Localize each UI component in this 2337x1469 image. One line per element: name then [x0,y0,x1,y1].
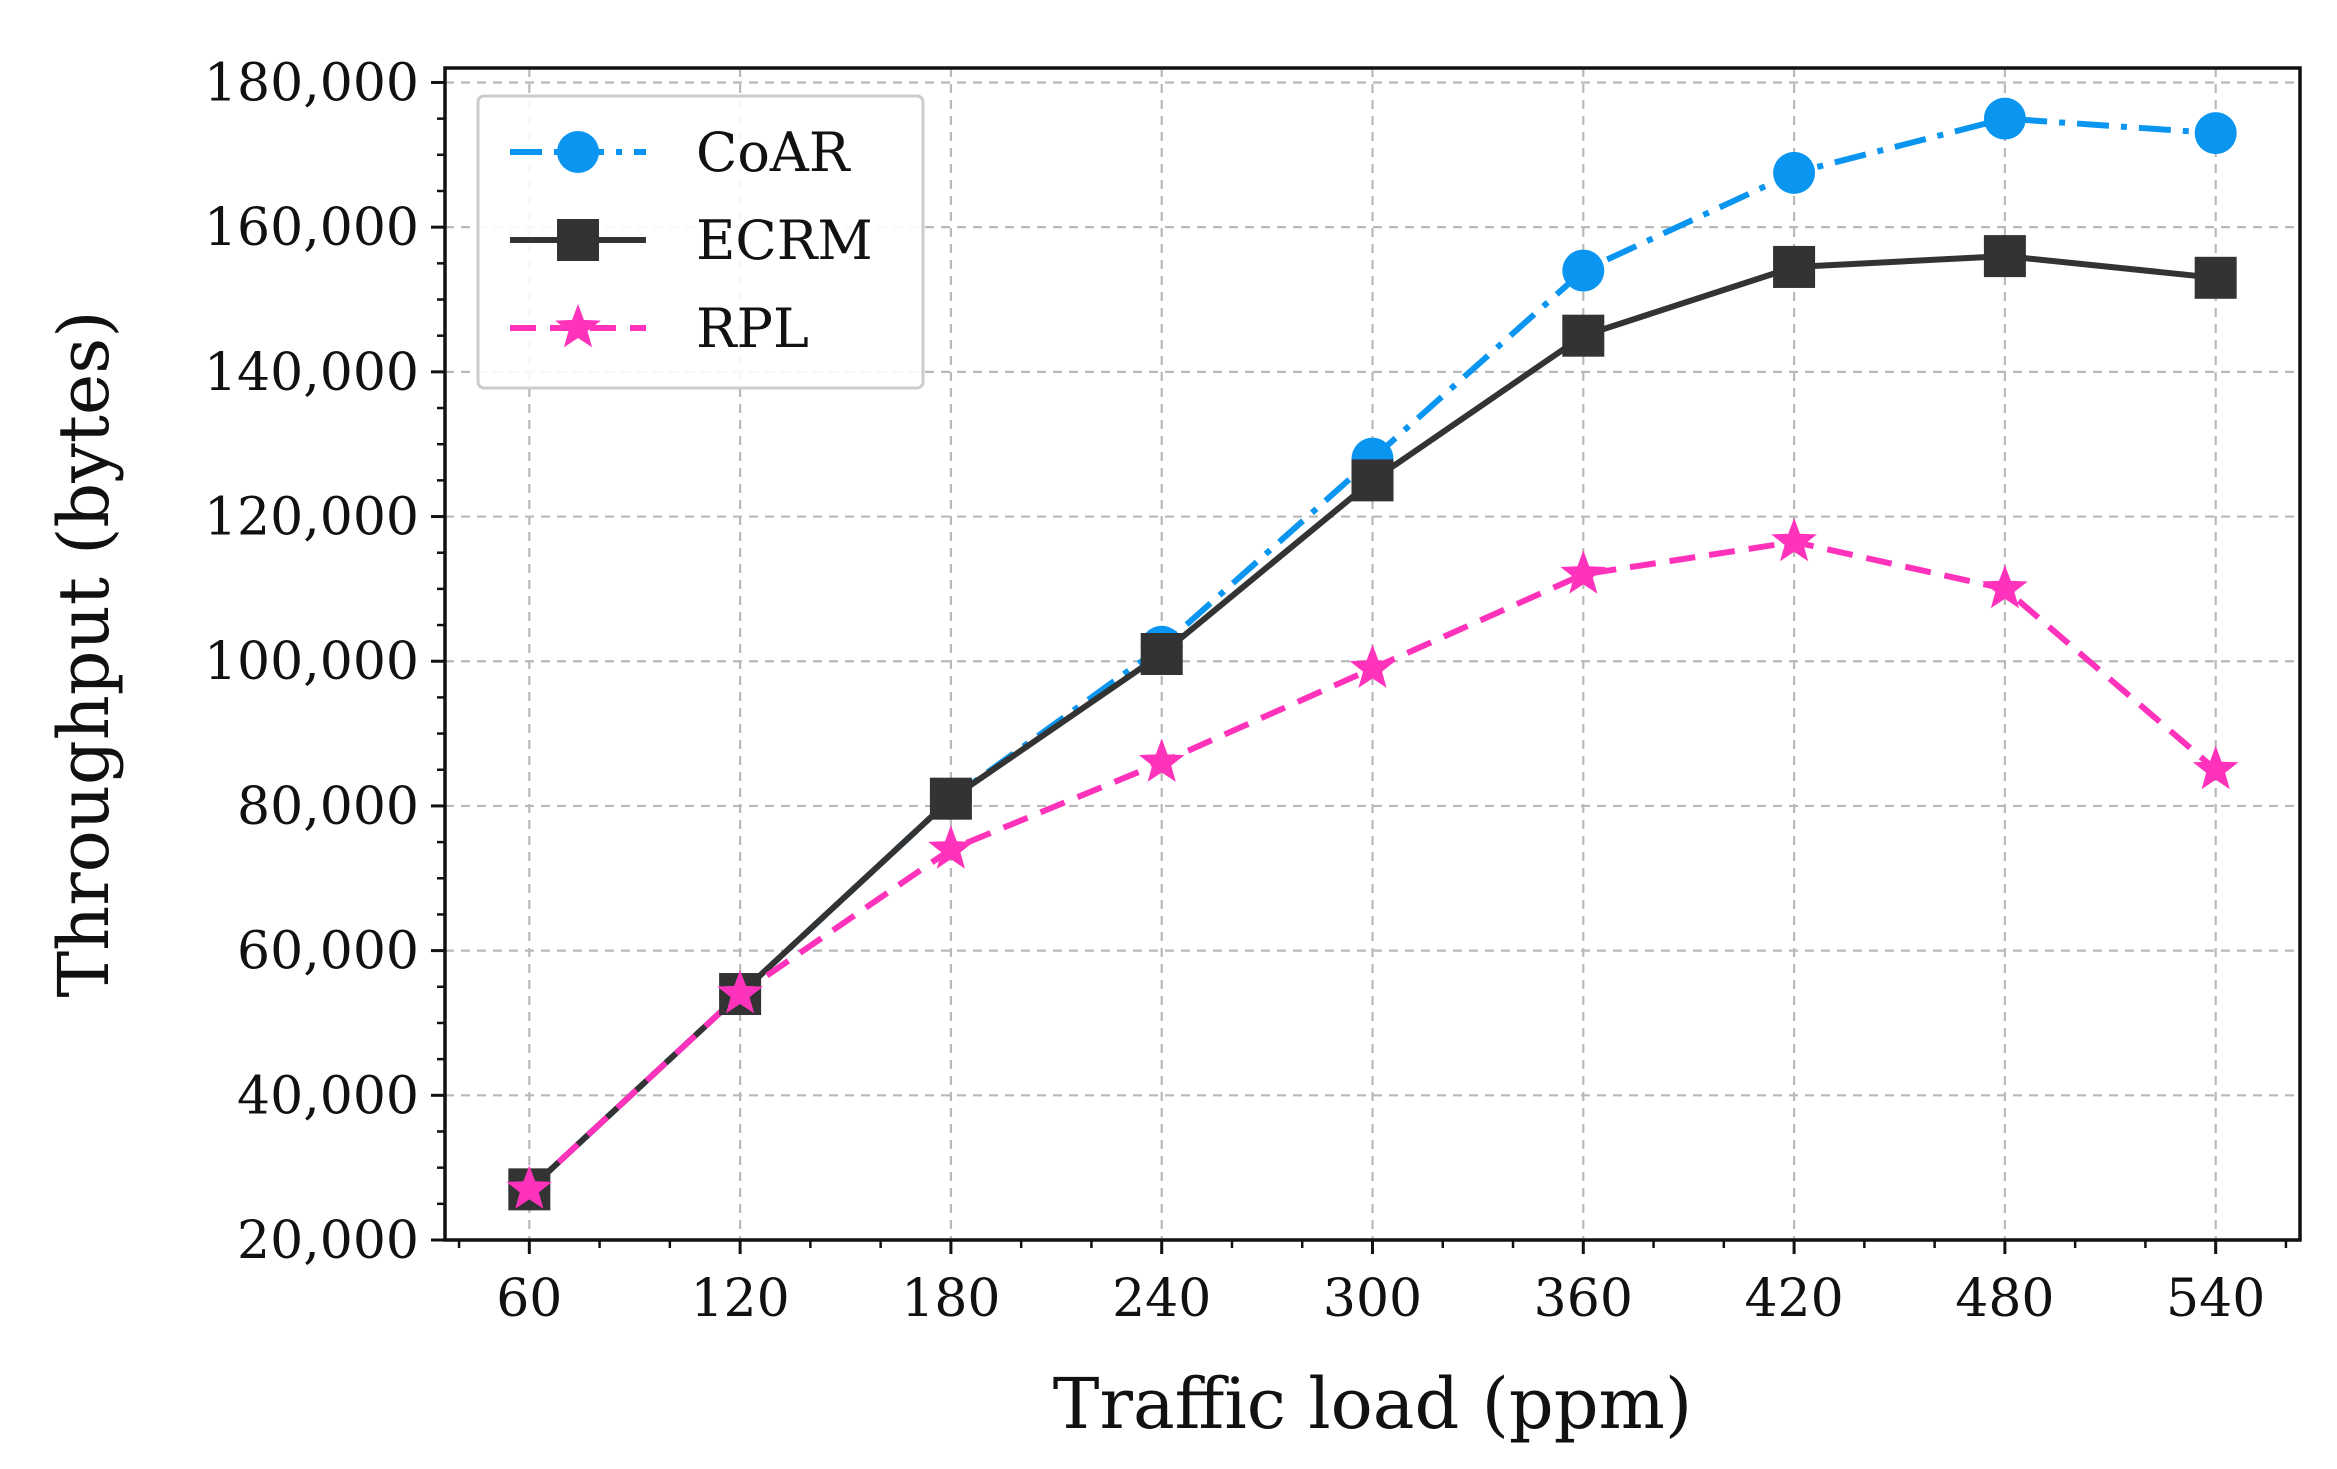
data-point-rpl [1560,550,1607,594]
data-point-rpl [1349,644,1396,688]
data-point-ecrm [1562,314,1605,357]
data-point-ecrm [1983,235,2026,278]
axis-ticks: 60 120 180 240 300 360 420 480 540 20,000 40,000 60… [204,53,2288,1329]
data-point-coar [2194,112,2237,155]
data-point-ecrm [1351,459,1394,502]
data-point-coar [1562,249,1605,292]
x-tick-label: 360 [1534,1269,1633,1329]
y-tick-label: 140,000 [204,343,419,403]
x-tick-label: 240 [1112,1269,1211,1329]
data-point-rpl [1771,517,1817,562]
data-point-rpl [928,825,974,869]
y-tick-label: 160,000 [204,198,419,258]
data-point-ecrm [929,777,972,820]
legend-marker-coar [557,131,599,173]
data-point-rpl [717,970,763,1014]
x-tick-label: 420 [1744,1269,1843,1329]
data-point-coar [1773,151,1816,194]
legend-marker-rpl [555,304,601,348]
data-point-rpl [1982,564,2028,609]
legend-label-ecrm: ECRM [696,209,873,272]
y-tick-label: 180,000 [204,53,419,113]
x-tick-label: 480 [1955,1269,2054,1329]
y-axis-title: Throughput (bytes) [43,310,125,997]
y-tick-label: 120,000 [204,488,419,548]
legend-label-rpl: RPL [696,297,809,360]
data-point-rpl [506,1165,553,1209]
x-tick-label: 60 [496,1269,562,1329]
x-tick-label: 180 [901,1269,1000,1329]
x-axis-title: Traffic load (ppm) [1053,1363,1692,1445]
x-tick-label: 120 [690,1269,789,1329]
y-tick-label: 80,000 [237,777,419,837]
legend-label-coar: CoAR [696,121,851,184]
y-tick-label: 100,000 [204,632,419,692]
data-point-ecrm [1140,633,1183,675]
data-point-coar [1983,97,2026,140]
y-tick-label: 40,000 [237,1066,419,1126]
legend-marker-ecrm [557,219,599,261]
series-markers [506,97,2239,1211]
x-tick-label: 540 [2166,1269,2265,1329]
data-point-rpl [1138,738,1185,782]
legend: CoAR ECRM RPL [476,94,925,390]
y-tick-label: 60,000 [237,922,419,982]
data-point-rpl [2192,745,2239,790]
data-point-ecrm [1773,245,1816,288]
data-point-ecrm [2194,256,2237,299]
x-tick-label: 300 [1323,1269,1422,1329]
y-tick-label: 20,000 [237,1211,419,1271]
